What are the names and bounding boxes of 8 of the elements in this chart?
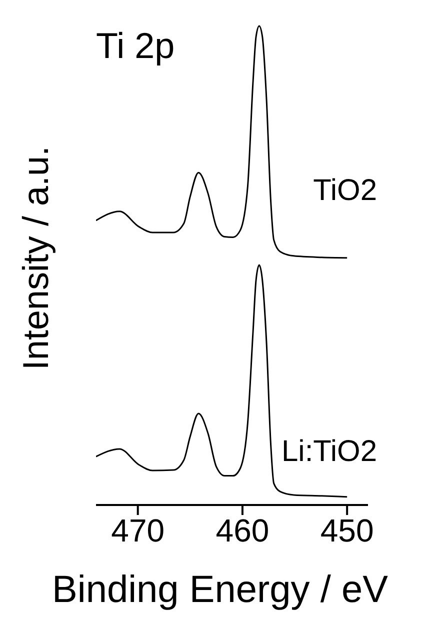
series-label: Li:TiO2 — [281, 434, 378, 468]
chart-title: Ti 2p — [96, 25, 175, 66]
x-tick-label: 460 — [216, 512, 270, 549]
x-tick-label: 470 — [111, 512, 165, 549]
y-axis-title: Intensity / a.u. — [15, 146, 56, 370]
x-tick-label: 450 — [320, 512, 374, 549]
series-label: TiO2 — [313, 174, 378, 207]
x-axis-title: Binding Energy / eV — [51, 568, 389, 612]
